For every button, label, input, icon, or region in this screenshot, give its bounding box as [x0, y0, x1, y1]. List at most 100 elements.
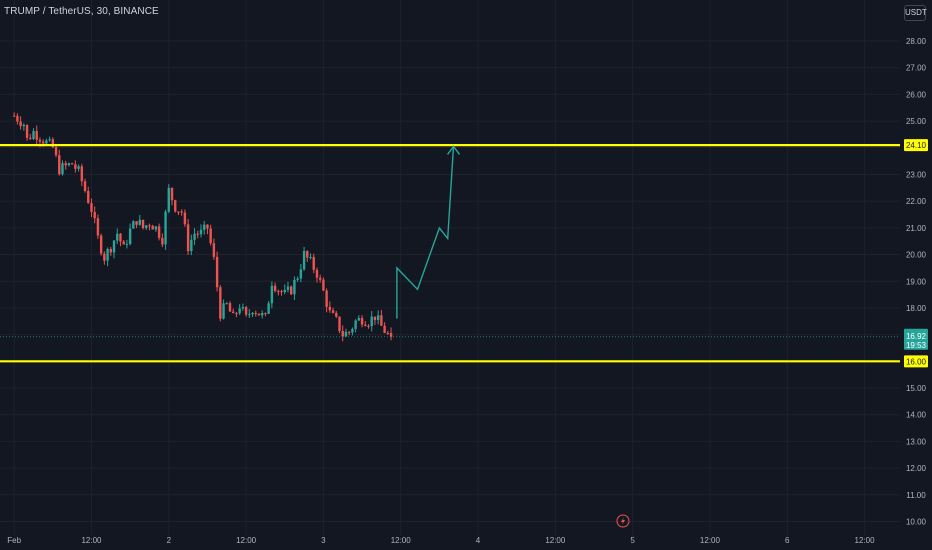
candle-body: [64, 163, 67, 166]
candle-body: [99, 235, 103, 254]
candle-body: [93, 211, 96, 219]
candle-body: [212, 243, 216, 257]
candlesticks: [0, 112, 900, 342]
price-tick-label: 19.00: [906, 277, 927, 286]
candle: [90, 198, 93, 217]
candle: [370, 310, 373, 332]
candle: [174, 199, 177, 213]
candle-body: [335, 312, 338, 317]
candle: [125, 239, 129, 249]
symbol-title[interactable]: TRUMP / TetherUS, 30, BINANCE: [4, 6, 159, 17]
candle-body: [232, 311, 235, 314]
time-tick-label: 6: [785, 536, 790, 545]
time-axis[interactable]: Feb 12:00 2 12:00 3 12:00 4 12:00 5 12:00 6 12:00: [7, 536, 875, 545]
candle: [232, 308, 235, 314]
candle-body: [35, 131, 38, 140]
candle: [138, 214, 141, 226]
candle-body: [312, 257, 315, 270]
candle-body: [196, 233, 199, 235]
candle-body: [29, 137, 32, 139]
candle: [335, 310, 338, 319]
candle-body: [306, 251, 309, 258]
horizontal-levels[interactable]: [0, 144, 900, 363]
candle: [196, 230, 199, 239]
candle: [277, 289, 280, 296]
candle-body: [322, 279, 325, 291]
candle-body: [193, 233, 196, 240]
candle-body: [116, 233, 119, 241]
projection-line[interactable]: [396, 146, 455, 319]
candle-body: [87, 191, 90, 203]
candle-body: [190, 239, 193, 252]
candle-body: [109, 249, 113, 253]
candle: [264, 312, 267, 317]
candle-body: [183, 212, 187, 225]
candle-body: [164, 211, 167, 245]
last-price-tag[interactable]: [904, 328, 928, 350]
candle: [203, 220, 206, 235]
candle-body: [286, 286, 290, 290]
candle: [74, 160, 77, 173]
time-tick-label: 12:00: [545, 536, 566, 545]
candle-body: [315, 269, 319, 278]
candle: [135, 221, 138, 229]
candle: [193, 228, 196, 246]
candle-body: [25, 124, 29, 138]
projection-path[interactable]: [396, 145, 461, 319]
candle-body: [283, 289, 286, 293]
candle-body: [177, 211, 180, 213]
candle-body: [296, 278, 299, 280]
candle: [80, 163, 84, 187]
candle-body: [170, 187, 174, 201]
candle: [251, 311, 254, 318]
price-tick-label: 25.00: [906, 117, 927, 126]
price-axis[interactable]: 10.0011.0012.0013.0014.0015.0016.0017.00…: [904, 37, 928, 527]
candle: [270, 281, 274, 309]
candle: [12, 112, 16, 117]
candle-body: [386, 332, 390, 334]
currency-badge[interactable]: USDT: [904, 5, 927, 21]
lightning-icon[interactable]: [616, 514, 630, 528]
candle: [244, 306, 248, 317]
candle: [190, 234, 193, 256]
candle-body: [254, 312, 257, 314]
candle: [212, 238, 216, 260]
candle-body: [235, 313, 238, 315]
time-tick-label: Feb: [7, 536, 21, 545]
time-tick-label: 12:00: [81, 536, 102, 545]
candle: [357, 315, 361, 322]
candle: [386, 330, 390, 335]
candle: [186, 219, 190, 255]
candle-body: [341, 331, 344, 337]
candle-body: [70, 163, 74, 165]
price-tick-label: 12.00: [906, 464, 927, 473]
price-tick-label: 15.00: [906, 384, 927, 393]
time-tick-label: 5: [630, 536, 635, 545]
candle-body: [376, 315, 380, 320]
alert-marker[interactable]: [616, 514, 630, 528]
candle-body: [373, 316, 377, 320]
candle: [322, 277, 325, 292]
candle-body: [128, 228, 132, 245]
candle-body: [54, 147, 58, 156]
time-tick-label: 12:00: [700, 536, 721, 545]
level-price-tag[interactable]: [904, 355, 928, 368]
level-price-tag[interactable]: [904, 139, 928, 152]
candle-body: [141, 219, 145, 228]
candle-body: [41, 141, 45, 144]
candle: [338, 316, 341, 334]
candle: [151, 224, 154, 230]
candle-body: [186, 224, 190, 252]
candle-body: [151, 225, 154, 230]
candle-body: [225, 303, 228, 305]
candle-body: [241, 307, 245, 309]
candle-body: [360, 318, 364, 325]
projection-arrowhead[interactable]: [446, 145, 461, 155]
candle: [45, 138, 48, 145]
candle: [35, 125, 38, 146]
candle-body: [347, 331, 351, 333]
candle: [209, 224, 212, 246]
candle: [128, 223, 132, 246]
candle-body: [138, 219, 141, 225]
